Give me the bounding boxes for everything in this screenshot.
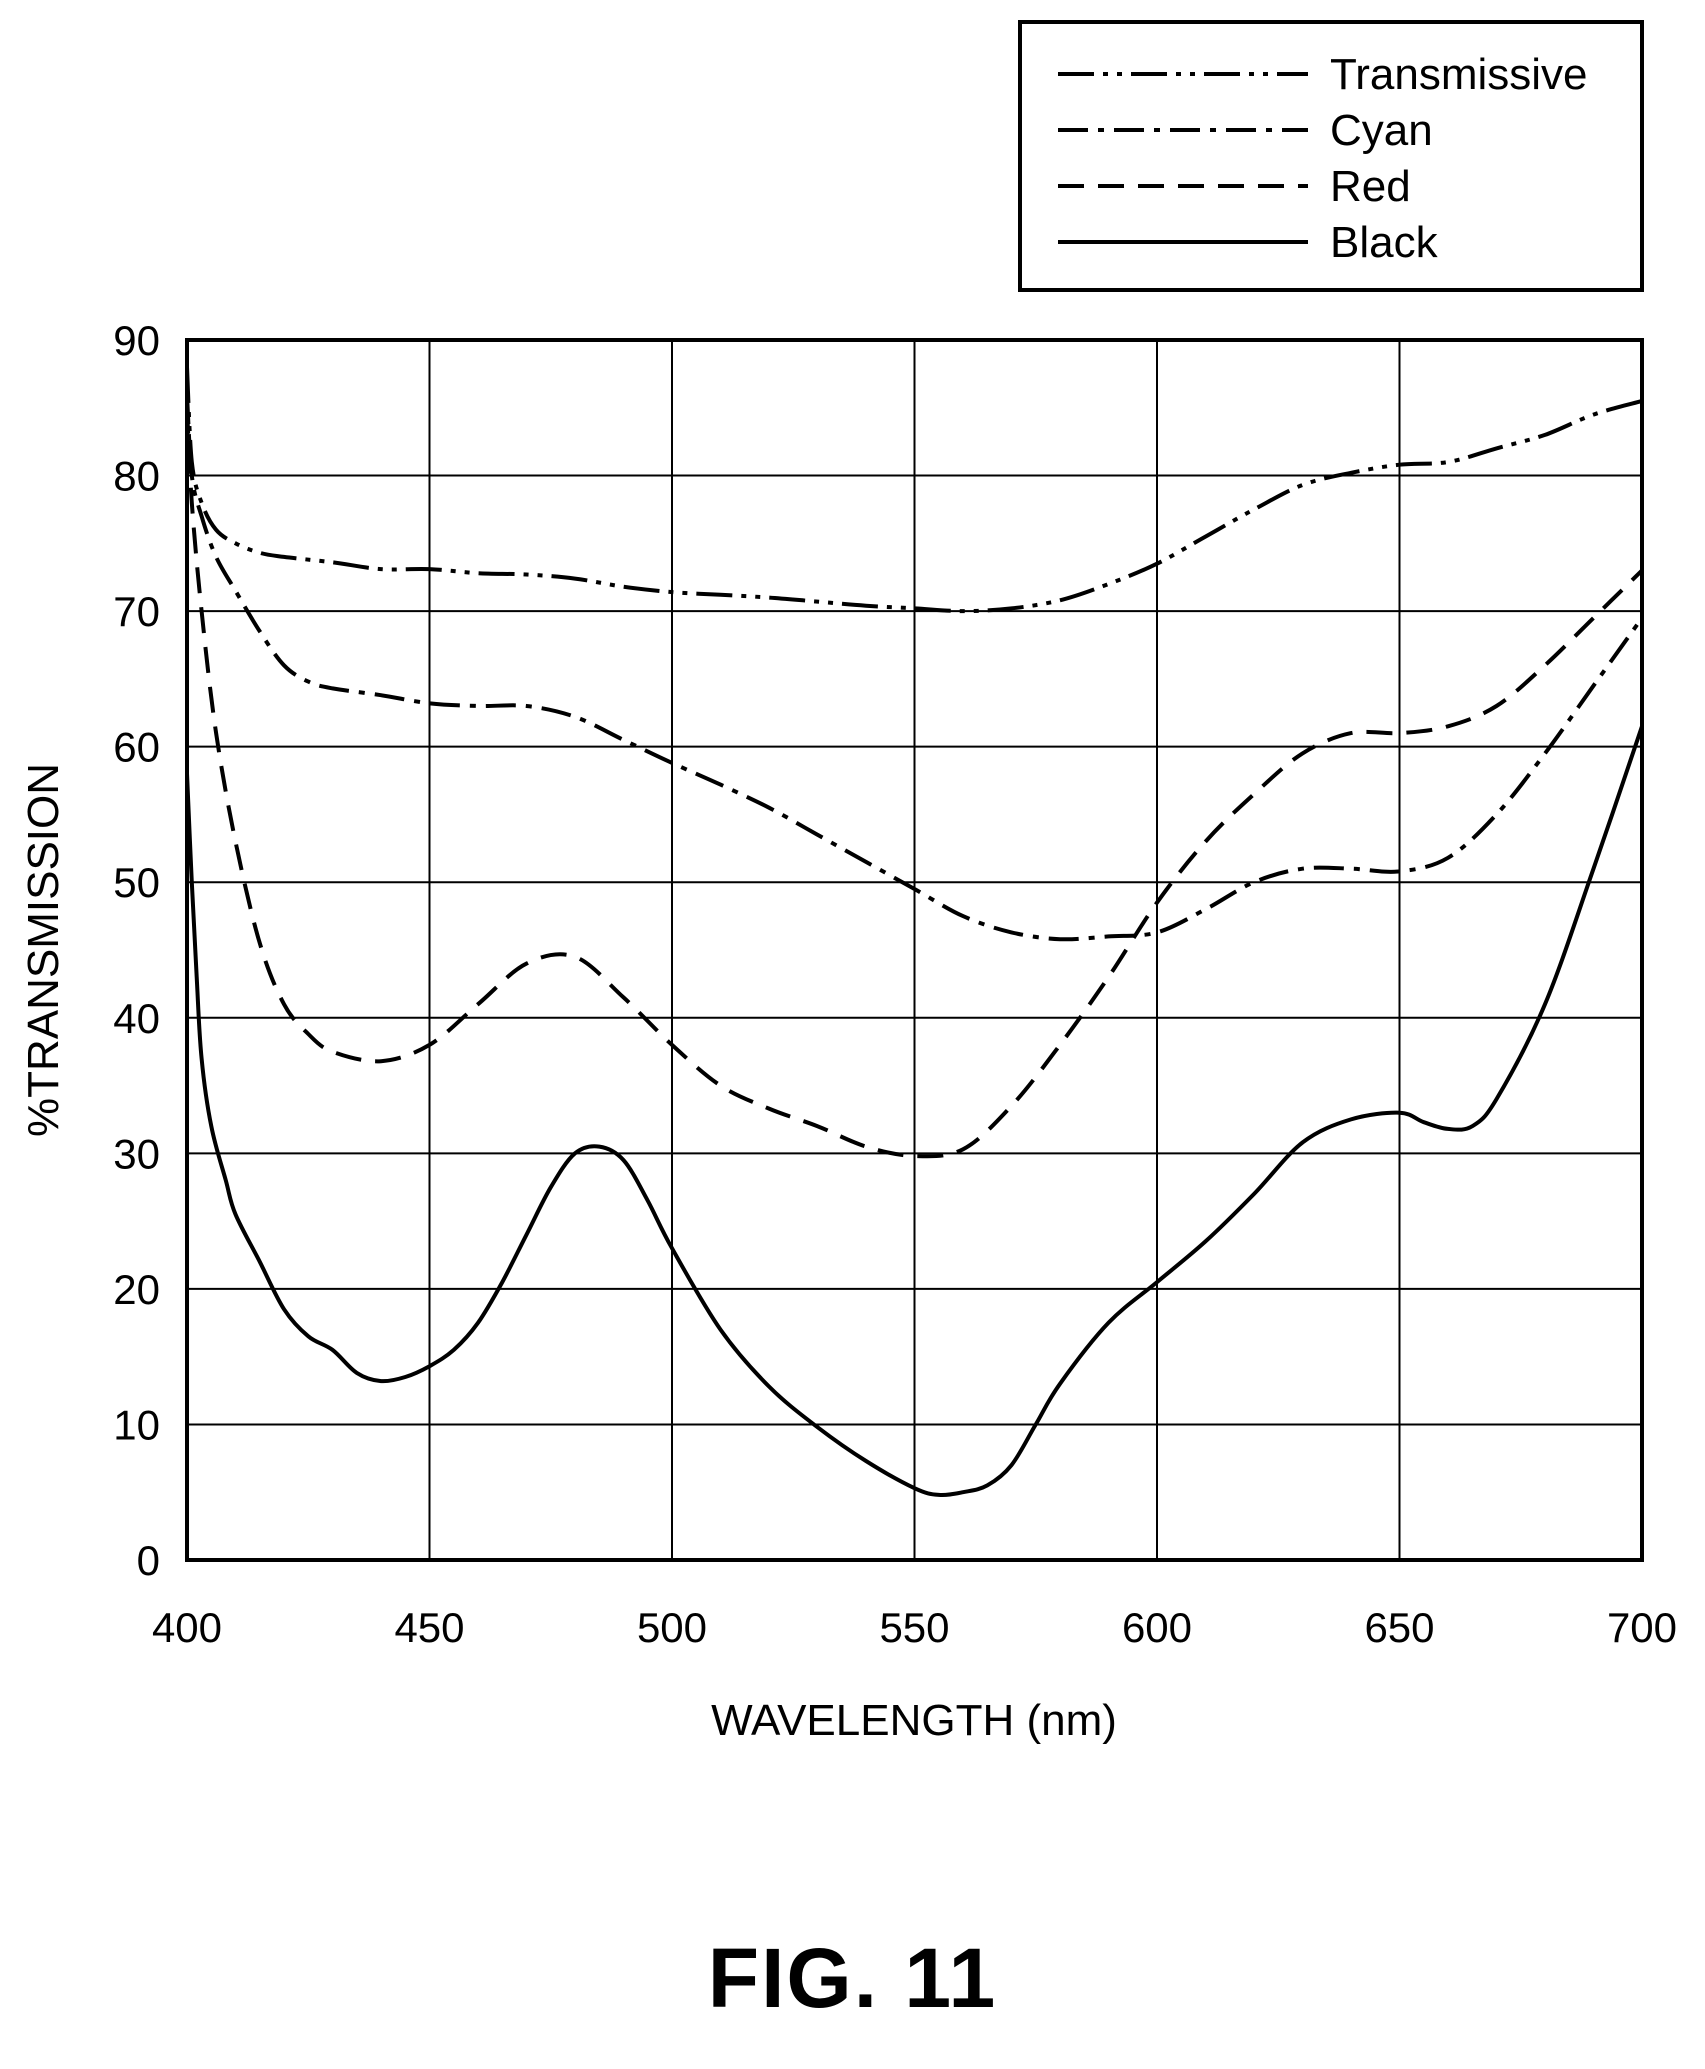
y-tick-label: 30 [113,1130,160,1177]
series-line-black [185,725,1644,1498]
x-axis-title: WAVELENGTH (nm) [711,1696,1117,1745]
x-tick-label: 700 [1607,1604,1677,1651]
y-tick-label: 20 [113,1266,160,1313]
y-tick-label: 40 [113,995,160,1042]
legend-box [1018,20,1644,292]
figure-label: FIG. 11 [707,1931,998,2025]
x-tick-label: 600 [1122,1604,1192,1651]
series-lines [185,366,1644,1498]
y-tick-label: 80 [113,453,160,500]
y-tick-labels: 0 10 20 30 40 50 60 70 80 90 [113,317,160,1584]
y-tick-label: 60 [113,724,160,771]
series-line-transmissive [185,366,1643,614]
series-line-red [185,407,1644,1159]
y-axis-title: %TRANSMISSION [19,763,68,1137]
x-tick-labels: 400 450 500 550 600 650 700 [152,1604,1677,1651]
y-tick-label: 10 [113,1401,160,1448]
legend-label-transmissive: Transmissive [1330,50,1588,99]
y-tick-label: 70 [113,588,160,635]
x-tick-label: 500 [637,1604,707,1651]
legend-label-red: Red [1330,162,1411,211]
y-tick-label: 50 [113,859,160,906]
series-line-cyan [185,394,1644,942]
plot-frame [185,338,1644,1562]
legend-label-cyan: Cyan [1330,106,1433,155]
x-tick-label: 650 [1364,1604,1434,1651]
y-tick-label: 0 [137,1537,160,1584]
legend-label-black: Black [1330,218,1439,267]
y-tick-label: 90 [113,317,160,364]
x-tick-label: 400 [152,1604,222,1651]
legend: Transmissive Cyan Red Black [1018,20,1644,292]
x-tick-label: 550 [879,1604,949,1651]
x-tick-label: 450 [394,1604,464,1651]
